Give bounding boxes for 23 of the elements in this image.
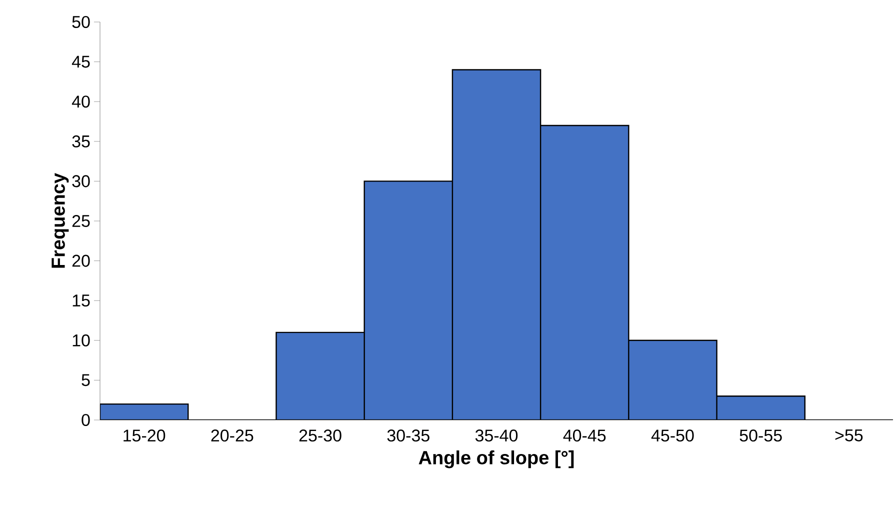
x-tick-label: 50-55 [740, 430, 782, 442]
y-tick-label: 5 [82, 374, 90, 386]
y-tick-label: 40 [72, 96, 90, 108]
x-tick-label: 40-45 [563, 430, 606, 442]
y-tick-label: 15 [72, 294, 90, 307]
y-tick-label: 50 [72, 16, 90, 28]
y-tick-label: 0 [82, 414, 90, 426]
x-tick-label: 25-30 [299, 430, 342, 442]
x-tick-label: 15-20 [124, 430, 166, 442]
y-tick-label: 10 [72, 334, 90, 346]
y-tick-label: 45 [72, 56, 90, 68]
x-tick-label: 20-25 [211, 430, 254, 442]
y-tick-label: 35 [72, 135, 90, 148]
x-tick-label: >55 [835, 430, 863, 442]
bar [100, 403, 189, 420]
y-tick-label: 20 [72, 254, 90, 267]
y-tick-label: 25 [72, 214, 90, 228]
x-tick-label: 35-40 [475, 430, 518, 442]
x-tick-label: 30-35 [387, 430, 430, 442]
x-tick-label: 45-50 [651, 430, 694, 442]
y-axis-title: Frequency [52, 173, 69, 268]
x-axis-title: Angle of slope [°] [418, 450, 574, 468]
y-tick-label: 30 [72, 175, 90, 188]
